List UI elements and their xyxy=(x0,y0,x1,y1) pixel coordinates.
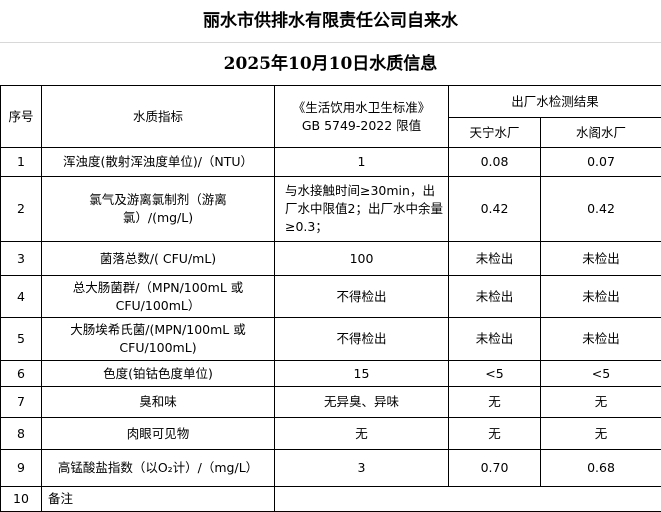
row-no: 1 xyxy=(1,148,42,177)
row-limit: 100 xyxy=(275,242,449,276)
row-indicator: 氯气及游离氯制剂（游离氯）/(mg/L) xyxy=(42,177,275,242)
header-standard: 《生活饮用水卫生标准》 GB 5749-2022 限值 xyxy=(275,86,449,148)
header-standard-line1: 《生活饮用水卫生标准》 xyxy=(277,99,446,117)
page-title: 丽水市供排水有限责任公司自来水 xyxy=(0,0,661,43)
row-indicator: 菌落总数/( CFU/mL) xyxy=(42,242,275,276)
row-plant2-value: <5 xyxy=(541,361,661,387)
remarks-no: 10 xyxy=(1,487,42,512)
row-no: 3 xyxy=(1,242,42,276)
row-no: 7 xyxy=(1,387,42,418)
row-plant1-value: 未检出 xyxy=(449,276,541,318)
header-no: 序号 xyxy=(1,86,42,148)
header-indicator: 水质指标 xyxy=(42,86,275,148)
row-indicator: 色度(铂钴色度单位) xyxy=(42,361,275,387)
row-plant2-value: 0.68 xyxy=(541,450,661,487)
row-plant1-value: 0.42 xyxy=(449,177,541,242)
header-standard-line2: GB 5749-2022 限值 xyxy=(277,117,446,135)
row-limit: 15 xyxy=(275,361,449,387)
row-plant1-value: 未检出 xyxy=(449,318,541,361)
row-limit: 无 xyxy=(275,418,449,450)
row-plant2-value: 无 xyxy=(541,418,661,450)
row-plant2-value: 无 xyxy=(541,387,661,418)
row-limit: 与水接触时间≥30min，出厂水中限值2；出厂水中余量≥0.3； xyxy=(275,177,449,242)
row-plant2-value: 未检出 xyxy=(541,318,661,361)
row-plant2-value: 未检出 xyxy=(541,276,661,318)
row-no: 9 xyxy=(1,450,42,487)
page-subtitle: 2025年10月10日水质信息 xyxy=(0,43,661,85)
row-no: 5 xyxy=(1,318,42,361)
row-plant2-value: 未检出 xyxy=(541,242,661,276)
remarks-row: 10 备注 xyxy=(1,487,661,512)
header-plant1: 天宁水厂 xyxy=(449,118,541,148)
header-results: 出厂水检测结果 xyxy=(449,86,661,118)
row-plant1-value: 无 xyxy=(449,418,541,450)
row-indicator: 总大肠菌群/（MPN/100mL 或 CFU/100mL） xyxy=(42,276,275,318)
row-limit: 不得检出 xyxy=(275,318,449,361)
row-plant1-value: 0.08 xyxy=(449,148,541,177)
row-indicator: 大肠埃希氏菌/(MPN/100mL 或 CFU/100mL) xyxy=(42,318,275,361)
row-plant1-value: 0.70 xyxy=(449,450,541,487)
row-no: 4 xyxy=(1,276,42,318)
row-indicator: 臭和味 xyxy=(42,387,275,418)
row-indicator: 高锰酸盐指数（以O₂计）/（mg/L） xyxy=(42,450,275,487)
remarks-label: 备注 xyxy=(42,487,275,512)
water-quality-table: 序号 水质指标 《生活饮用水卫生标准》 GB 5749-2022 限值 出厂水检… xyxy=(0,85,661,512)
row-indicator: 浑浊度(散射浑浊度单位)/（NTU） xyxy=(42,148,275,177)
header-plant2: 水阁水厂 xyxy=(541,118,661,148)
row-limit: 3 xyxy=(275,450,449,487)
remarks-value xyxy=(275,487,661,512)
row-indicator: 肉眼可见物 xyxy=(42,418,275,450)
row-limit: 不得检出 xyxy=(275,276,449,318)
row-plant1-value: <5 xyxy=(449,361,541,387)
row-limit: 1 xyxy=(275,148,449,177)
row-plant1-value: 未检出 xyxy=(449,242,541,276)
row-plant2-value: 0.07 xyxy=(541,148,661,177)
row-plant1-value: 无 xyxy=(449,387,541,418)
row-plant2-value: 0.42 xyxy=(541,177,661,242)
row-no: 8 xyxy=(1,418,42,450)
row-no: 6 xyxy=(1,361,42,387)
row-no: 2 xyxy=(1,177,42,242)
row-limit: 无异臭、异味 xyxy=(275,387,449,418)
